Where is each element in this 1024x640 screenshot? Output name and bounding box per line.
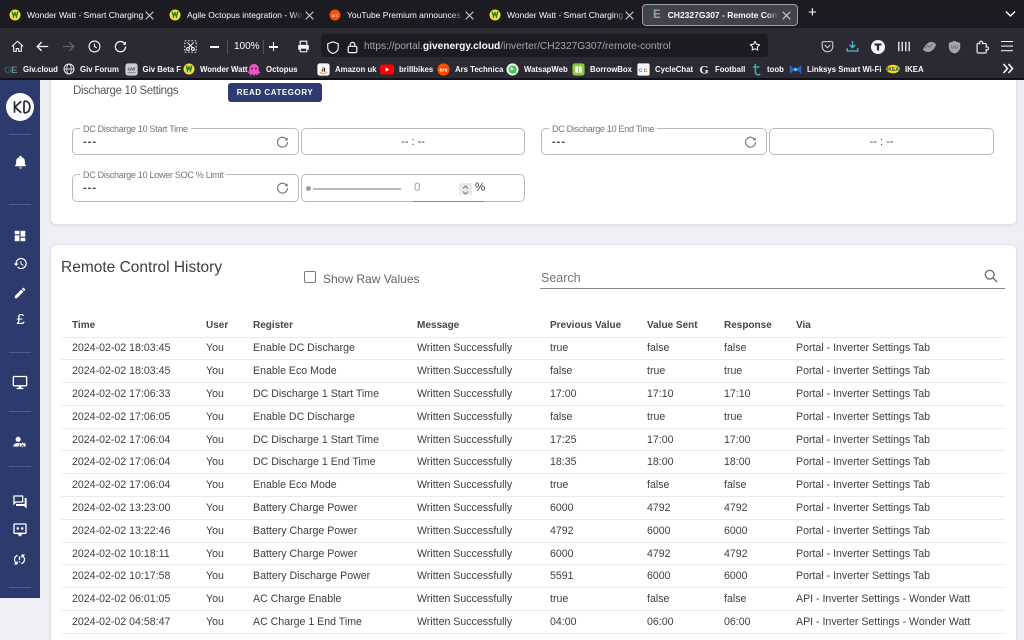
svg-text:c: c xyxy=(644,66,648,73)
svg-text:a: a xyxy=(321,64,325,73)
svg-text:IKEA: IKEA xyxy=(887,67,899,73)
svg-text:E: E xyxy=(11,64,18,74)
svg-text:G: G xyxy=(699,63,708,76)
svg-text:UO: UO xyxy=(951,45,959,51)
svg-text:ars: ars xyxy=(332,13,339,18)
svg-text:c: c xyxy=(639,66,643,73)
svg-text:G: G xyxy=(4,64,11,74)
svg-text:ars: ars xyxy=(440,67,448,73)
svg-text:GW: GW xyxy=(127,66,135,71)
